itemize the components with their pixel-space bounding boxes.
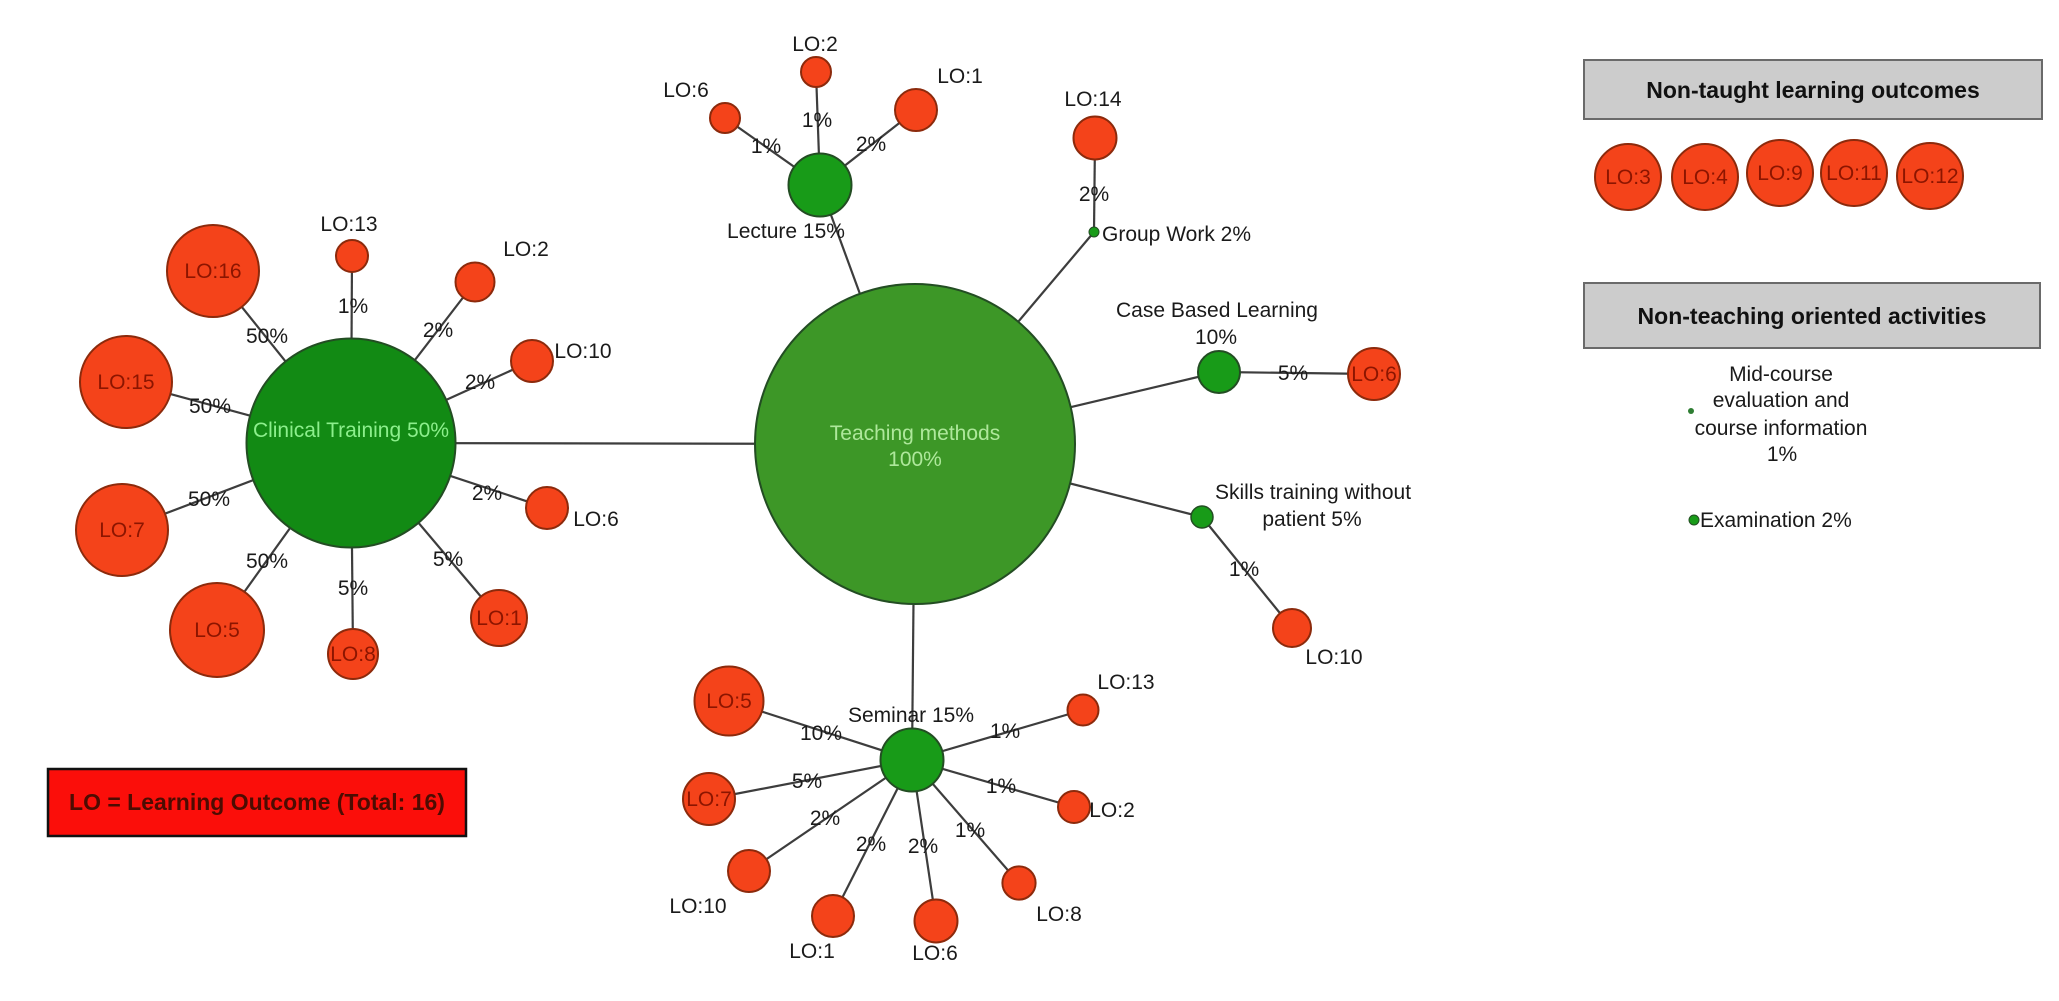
svg-text:10%: 10% [1195,326,1237,349]
svg-text:Case Based Learning: Case Based Learning [1116,299,1318,322]
svg-text:1%: 1% [955,819,985,842]
svg-text:10%: 10% [800,722,842,745]
svg-text:2%: 2% [423,319,453,342]
svg-text:2%: 2% [908,835,938,858]
svg-text:Non-teaching oriented activiti: Non-teaching oriented activities [1638,303,1987,329]
svg-text:5%: 5% [338,577,368,600]
svg-text:2%: 2% [856,833,886,856]
svg-text:Clinical Training 50%: Clinical Training 50% [253,419,449,442]
svg-text:evaluation and: evaluation and [1713,389,1850,412]
svg-text:50%: 50% [189,395,231,418]
svg-text:LO:15: LO:15 [97,371,154,394]
svg-text:patient 5%: patient 5% [1262,508,1361,531]
svg-text:LO:13: LO:13 [1097,671,1154,694]
svg-text:Seminar 15%: Seminar 15% [848,704,974,727]
svg-text:LO:8: LO:8 [1036,903,1082,926]
svg-text:1%: 1% [751,135,781,158]
svg-text:1%: 1% [1767,443,1797,466]
svg-text:LO:10: LO:10 [669,895,726,918]
svg-text:Examination 2%: Examination 2% [1700,509,1852,532]
svg-text:Group Work 2%: Group Work 2% [1102,223,1251,246]
svg-text:1%: 1% [802,109,832,132]
svg-text:1%: 1% [990,720,1020,743]
svg-text:2%: 2% [465,371,495,394]
svg-text:LO:5: LO:5 [706,690,752,713]
svg-text:50%: 50% [188,488,230,511]
svg-text:Mid-course: Mid-course [1729,363,1833,386]
svg-text:LO:14: LO:14 [1064,88,1122,111]
svg-text:LO:6: LO:6 [912,942,958,965]
svg-text:LO:10: LO:10 [554,340,611,363]
svg-text:LO:3: LO:3 [1605,166,1651,189]
svg-text:50%: 50% [246,325,288,348]
svg-text:LO:16: LO:16 [184,260,241,283]
svg-text:LO:1: LO:1 [476,607,522,630]
svg-text:LO:8: LO:8 [330,643,376,666]
svg-text:2%: 2% [1079,183,1109,206]
svg-text:5%: 5% [792,770,822,793]
svg-text:50%: 50% [246,550,288,573]
svg-text:100%: 100% [888,448,942,471]
svg-text:LO:13: LO:13 [320,213,377,236]
svg-text:2%: 2% [472,482,502,505]
svg-text:LO:10: LO:10 [1305,646,1362,669]
svg-text:Lecture 15%: Lecture 15% [727,220,845,243]
svg-text:LO = Learning Outcome (Total:: LO = Learning Outcome (Total: 16) [69,789,445,815]
svg-text:LO:6: LO:6 [663,79,709,102]
svg-text:LO:7: LO:7 [686,788,732,811]
svg-text:Skills training without: Skills training without [1215,481,1411,504]
svg-text:1%: 1% [1229,558,1259,581]
svg-text:LO:2: LO:2 [503,238,549,261]
svg-text:LO:6: LO:6 [1351,363,1397,386]
svg-text:Teaching methods: Teaching methods [830,422,1000,445]
svg-text:LO:2: LO:2 [1089,799,1135,822]
svg-text:1%: 1% [986,775,1016,798]
svg-text:LO:6: LO:6 [573,508,619,531]
svg-text:2%: 2% [810,807,840,830]
svg-text:LO:12: LO:12 [1901,165,1958,188]
svg-text:LO:4: LO:4 [1682,166,1728,189]
svg-text:LO:11: LO:11 [1826,162,1882,185]
svg-text:LO:1: LO:1 [789,940,835,963]
svg-text:LO:2: LO:2 [792,33,838,56]
svg-text:Non-taught learning outcomes: Non-taught learning outcomes [1646,77,1980,103]
svg-text:LO:7: LO:7 [99,519,145,542]
svg-text:1%: 1% [338,295,368,318]
svg-text:LO:1: LO:1 [937,65,983,88]
svg-text:LO:5: LO:5 [194,619,240,642]
svg-text:2%: 2% [856,133,886,156]
svg-text:5%: 5% [433,548,463,571]
svg-text:5%: 5% [1278,362,1308,385]
svg-text:course information: course information [1695,417,1868,440]
svg-text:LO:9: LO:9 [1757,162,1803,185]
